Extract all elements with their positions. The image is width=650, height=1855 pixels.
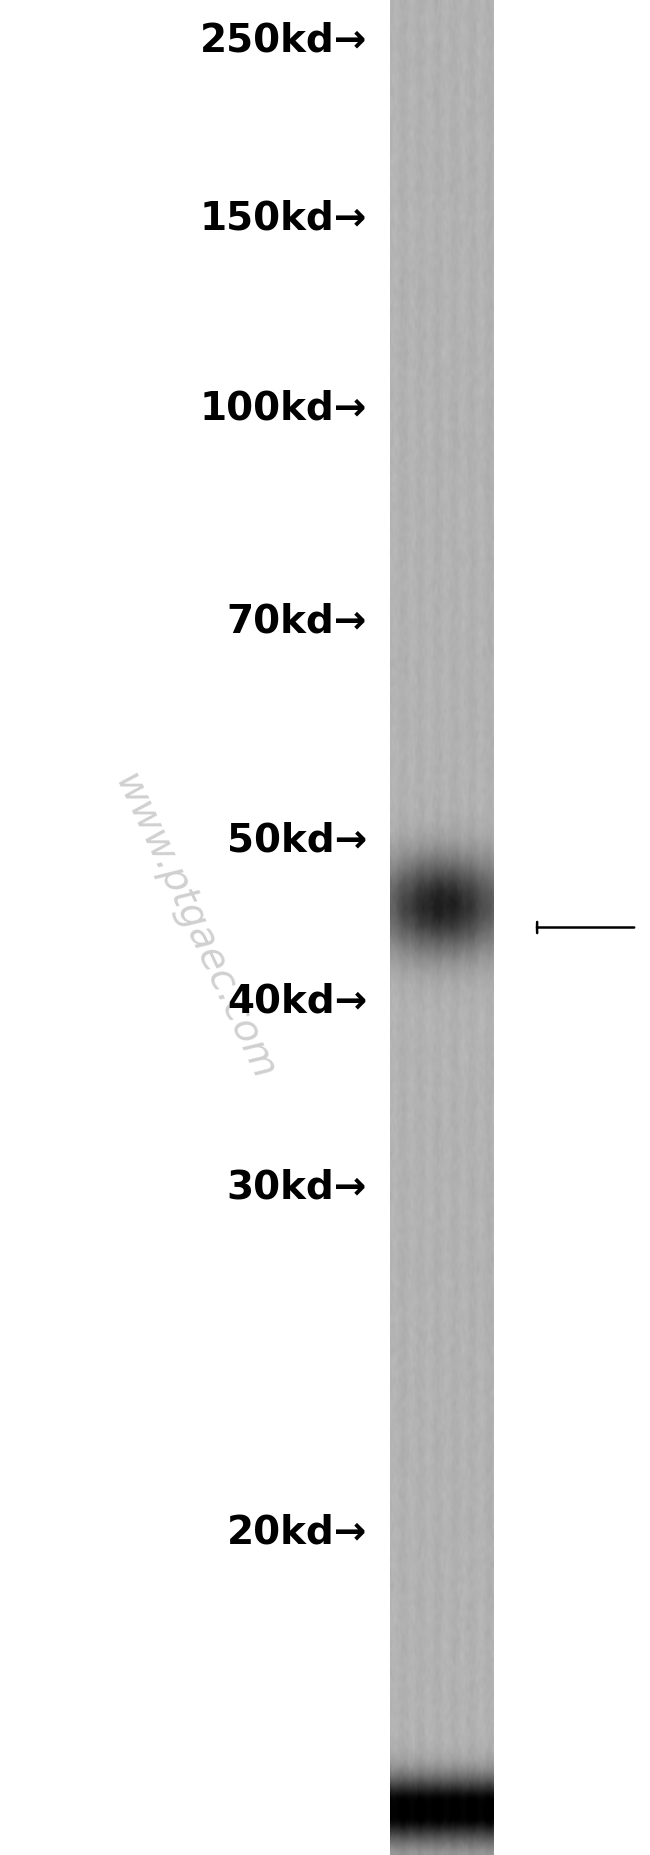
Text: 40kd→: 40kd→ <box>227 983 367 1020</box>
Text: 50kd→: 50kd→ <box>227 822 367 859</box>
Text: 70kd→: 70kd→ <box>227 603 367 640</box>
Text: 100kd→: 100kd→ <box>200 390 367 427</box>
Text: 30kd→: 30kd→ <box>227 1169 367 1206</box>
Text: www.ptgaec.com: www.ptgaec.com <box>107 768 283 1087</box>
Text: 150kd→: 150kd→ <box>200 200 367 237</box>
Text: 20kd→: 20kd→ <box>227 1514 367 1551</box>
Text: 250kd→: 250kd→ <box>200 22 367 59</box>
